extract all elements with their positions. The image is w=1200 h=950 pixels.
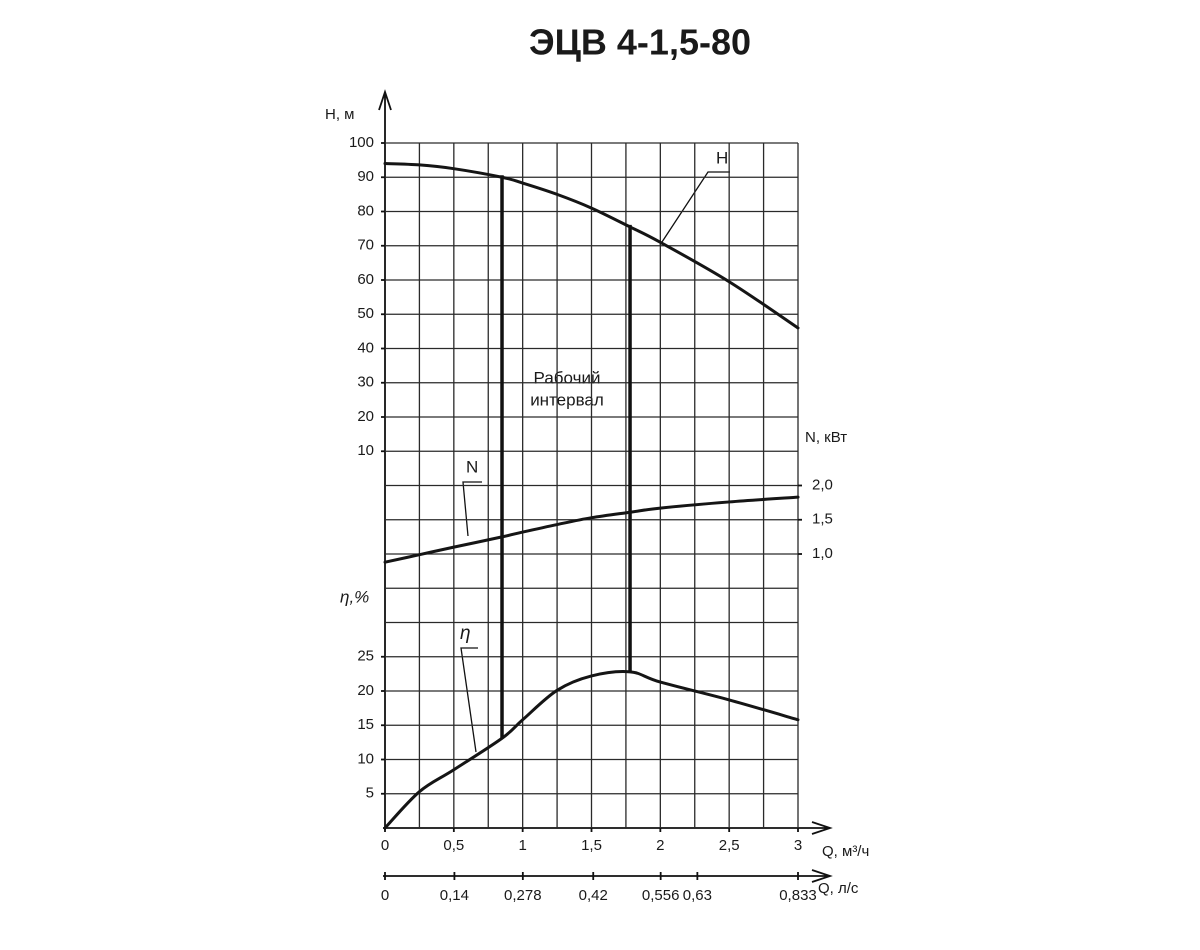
x-tick-label: 3	[794, 837, 802, 854]
legend-label: N	[466, 457, 478, 476]
x2-axis	[383, 869, 833, 883]
x2-axis-label: Q, л/с	[818, 880, 859, 897]
leader-line	[462, 481, 482, 537]
leader-line	[659, 171, 730, 246]
y-tick-label: 30	[357, 374, 374, 391]
y2-tick-label: 1,5	[812, 511, 833, 528]
y3-tick-label: 25	[357, 648, 374, 665]
x2-tick-label: 0,63	[683, 887, 712, 904]
y3-axis-label: η,%	[340, 587, 369, 606]
x-tick-label: 2	[656, 837, 664, 854]
chart-title: ЭЦВ 4-1,5-80	[529, 22, 751, 63]
y-tick-label: 60	[357, 271, 374, 288]
x-tick-label: 0	[381, 837, 389, 854]
x-axis	[383, 821, 833, 835]
y2-tick-label: 2,0	[812, 476, 833, 493]
y-tick-label: 20	[357, 408, 374, 425]
annotation: Рабочий	[534, 368, 601, 387]
x2-tick-label: 0,556	[642, 887, 680, 904]
y-tick-label: 40	[357, 339, 374, 356]
y2-axis-label: N, кВт	[805, 429, 847, 446]
y-axis	[378, 89, 392, 830]
y-tick-label: 90	[357, 168, 374, 185]
annotation: интервал	[530, 390, 604, 409]
x-tick-label: 0,5	[443, 837, 464, 854]
y-tick-label: 100	[349, 134, 374, 151]
x-axis-label: Q, м³/ч	[822, 843, 869, 860]
x2-tick-label: 0,42	[579, 887, 608, 904]
y-tick-label: 10	[357, 442, 374, 459]
leader-line	[460, 647, 478, 753]
x-tick-label: 1,5	[581, 837, 602, 854]
y-tick-label: 70	[357, 237, 374, 254]
x2-tick-label: 0	[381, 887, 389, 904]
x2-tick-label: 0,14	[440, 887, 469, 904]
y3-tick-label: 10	[357, 750, 374, 767]
data-line	[383, 162, 800, 330]
legend-label: η	[460, 623, 471, 644]
x2-tick-label: 0,278	[504, 887, 542, 904]
legend-label: H	[716, 148, 728, 167]
y3-tick-label: 5	[366, 785, 374, 802]
data-line	[383, 670, 800, 830]
x-tick-label: 2,5	[719, 837, 740, 854]
x2-tick-label: 0,833	[779, 887, 817, 904]
y2-tick-label: 1,0	[812, 545, 833, 562]
data-line	[383, 495, 800, 564]
x-tick-label: 1	[518, 837, 526, 854]
y3-tick-label: 15	[357, 716, 374, 733]
y-axis-label: H, м	[325, 106, 354, 123]
y-tick-label: 50	[357, 305, 374, 322]
y-tick-label: 80	[357, 202, 374, 219]
y3-tick-label: 20	[357, 682, 374, 699]
